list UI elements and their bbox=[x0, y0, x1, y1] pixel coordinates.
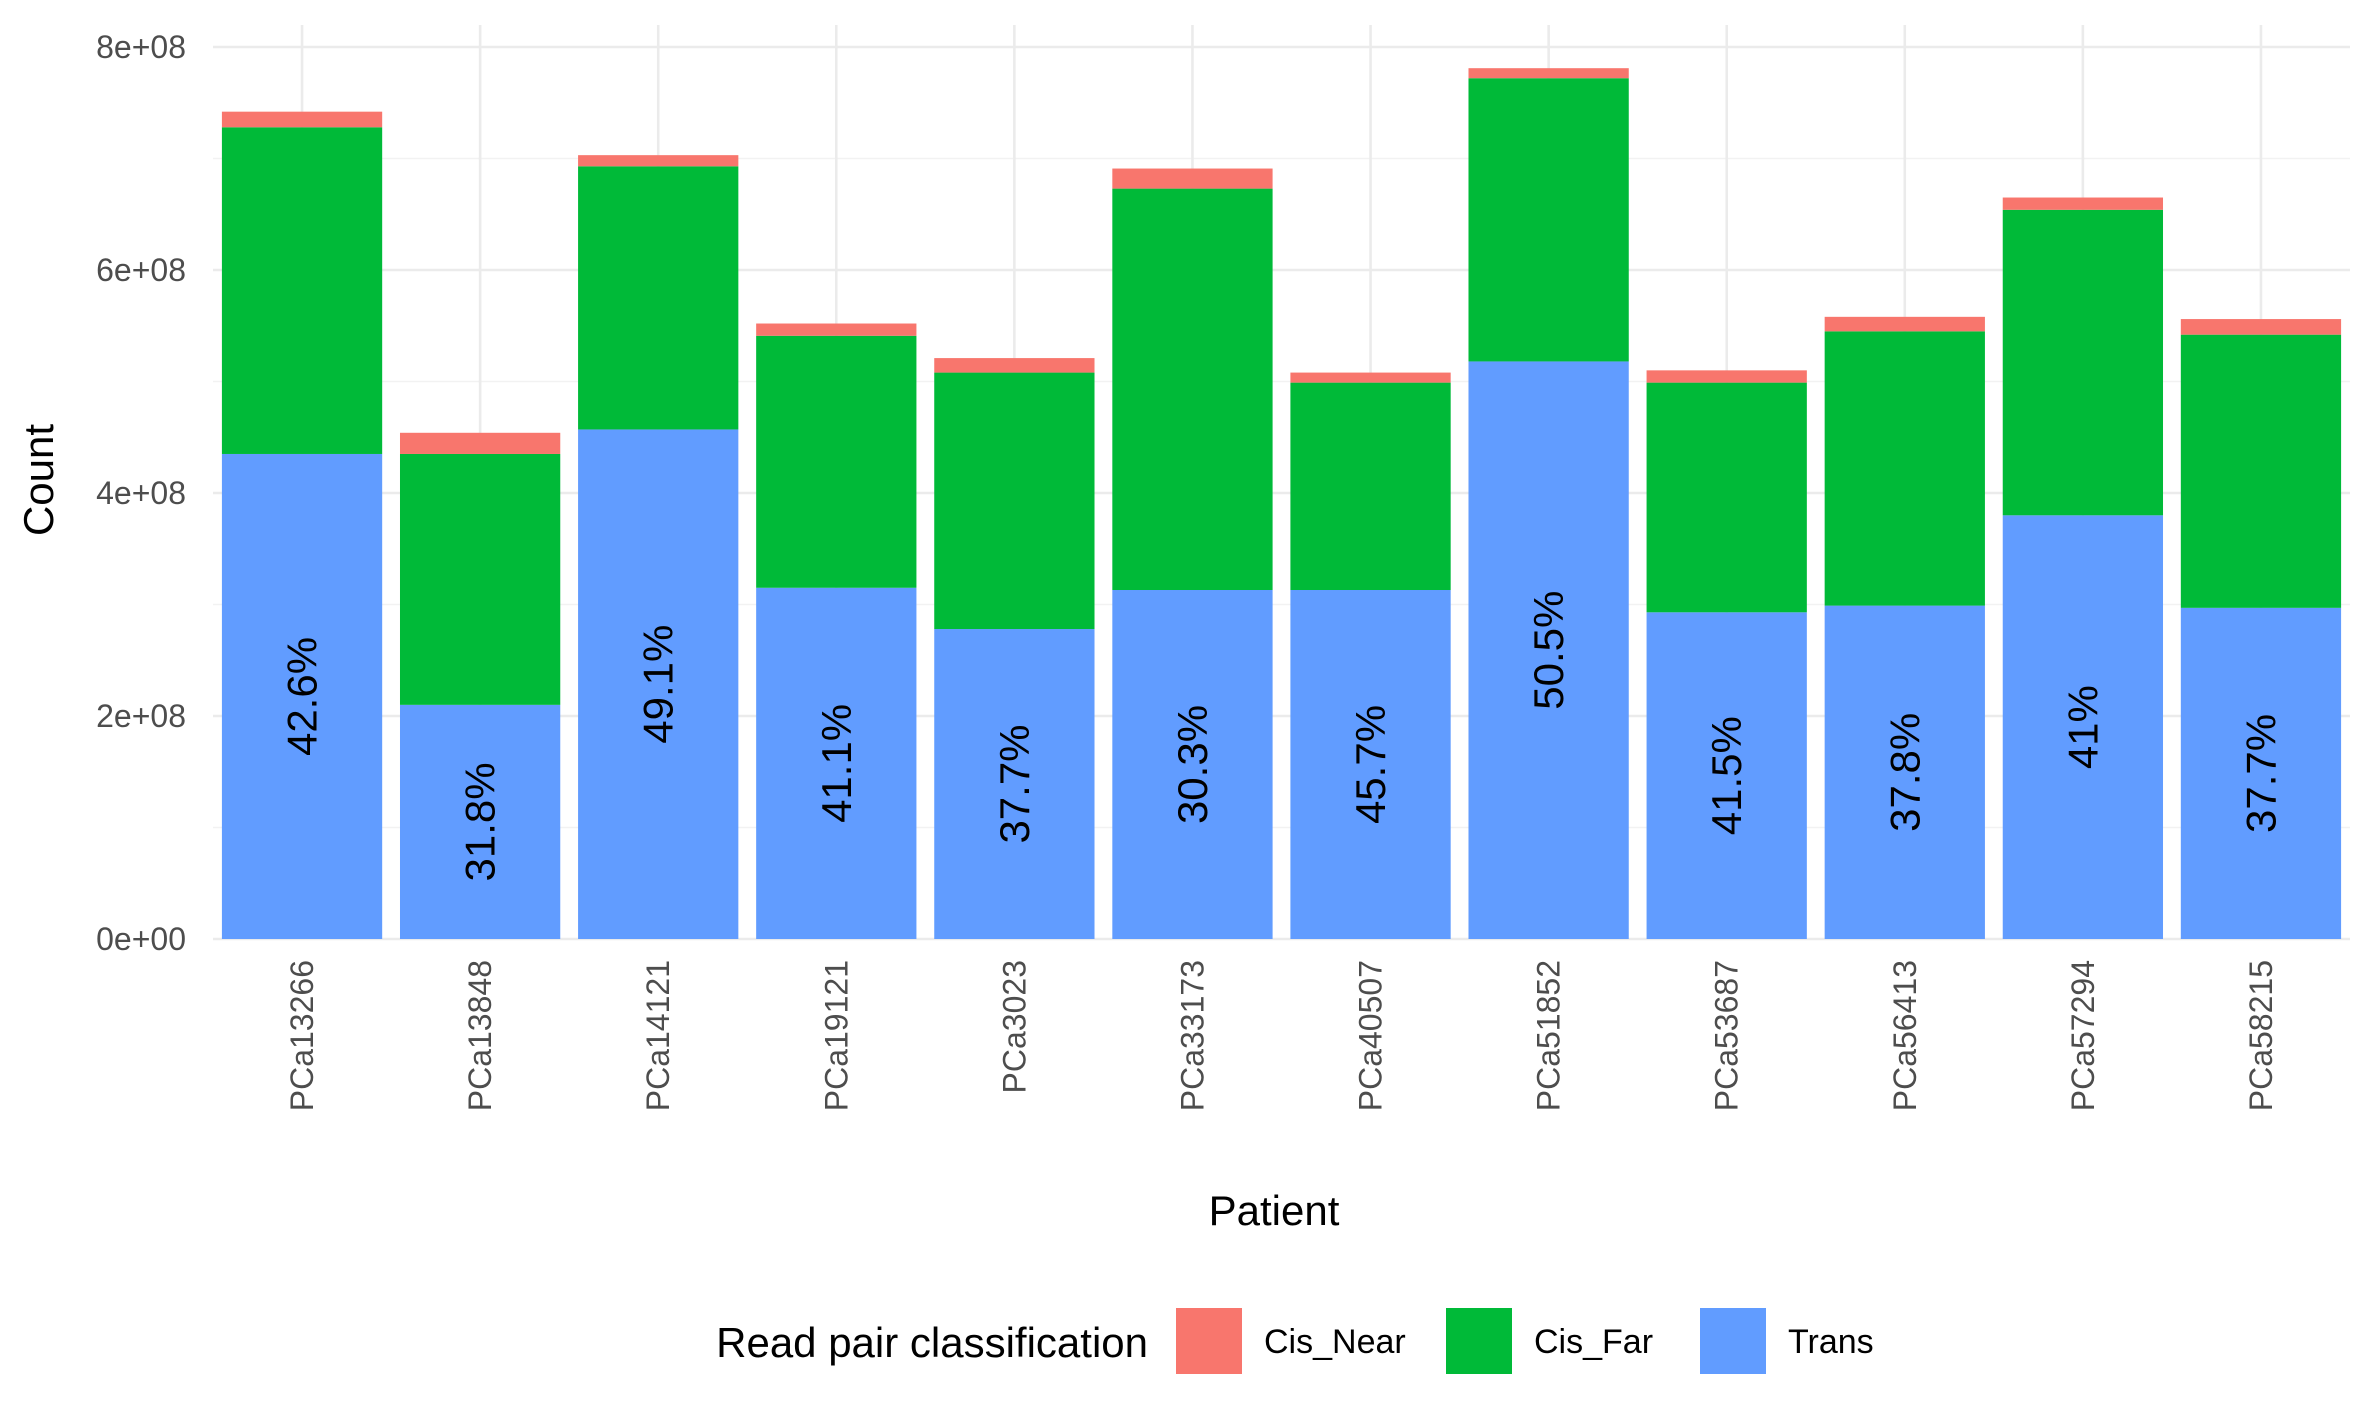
x-tick-label: PCa53687 bbox=[1709, 960, 1745, 1111]
y-tick-label: 0e+00 bbox=[96, 921, 186, 957]
bar-cis-far-pca19121 bbox=[756, 335, 917, 588]
x-axis-tick-labels: PCa13266 PCa13848 PCa14121 PCa19121 PCa3023 P… bbox=[284, 960, 2279, 1111]
x-tick-label: PCa51852 bbox=[1531, 960, 1567, 1111]
bar-percentage-label: 45.7% bbox=[1347, 705, 1394, 824]
bar-cis-far-pca13848 bbox=[399, 453, 561, 705]
bar-cis-far-pca57294 bbox=[2002, 209, 2164, 516]
bar-cis-near-pca13848 bbox=[399, 432, 561, 454]
bar-trans-pca33173 bbox=[1112, 590, 1273, 939]
x-tick-label: PCa56413 bbox=[1887, 960, 1923, 1111]
legend-key-cis-near bbox=[1176, 1308, 1242, 1374]
x-tick-label: PCa19121 bbox=[818, 960, 854, 1111]
bar-trans-pca56413 bbox=[1824, 605, 1985, 939]
bar-cis-far-pca33173 bbox=[1112, 188, 1273, 591]
bar-trans-pca51852 bbox=[1468, 361, 1629, 939]
x-axis-title: Patient bbox=[1209, 1187, 1340, 1234]
y-tick-label: 4e+08 bbox=[96, 475, 186, 511]
x-tick-label: PCa14121 bbox=[640, 960, 676, 1111]
bar-cis-near-pca51852 bbox=[1468, 68, 1629, 79]
bar-cis-far-pca58215 bbox=[2180, 334, 2342, 608]
legend-key-cis-far bbox=[1446, 1308, 1512, 1374]
bar-cis-far-pca40507 bbox=[1290, 382, 1451, 591]
bar-cis-near-pca56413 bbox=[1824, 316, 1985, 332]
x-tick-label: PCa13266 bbox=[284, 960, 320, 1111]
x-tick-label: PCa40507 bbox=[1353, 960, 1389, 1111]
bar-cis-far-pca53687 bbox=[1646, 382, 1807, 613]
x-tick-label: PCa13848 bbox=[462, 960, 498, 1111]
legend-key-trans bbox=[1700, 1308, 1766, 1374]
bar-percentage-label: 41% bbox=[2059, 685, 2106, 769]
y-axis-title: Count bbox=[15, 424, 62, 536]
bar-percentage-label: 37.7% bbox=[991, 724, 1038, 843]
bar-percentage-label: 49.1% bbox=[635, 625, 682, 744]
bar-percentage-label: 50.5% bbox=[1525, 591, 1572, 710]
bar-cis-far-pca56413 bbox=[1824, 331, 1985, 606]
y-tick-label: 6e+08 bbox=[96, 252, 186, 288]
bar-cis-far-pca51852 bbox=[1468, 78, 1629, 362]
bar-percentage-label: 41.5% bbox=[1703, 716, 1750, 835]
bar-cis-far-pca3023 bbox=[934, 372, 1095, 630]
y-axis-tick-labels: 0e+00 2e+08 4e+08 6e+08 8e+08 bbox=[96, 29, 186, 957]
x-tick-label: PCa3023 bbox=[996, 960, 1032, 1093]
bar-cis-far-pca13266 bbox=[221, 127, 383, 454]
bar-percentage-label: 42.6% bbox=[279, 637, 326, 756]
legend: Read pair classification Cis_Near Cis_Far… bbox=[716, 1308, 1874, 1374]
legend-label: Cis_Far bbox=[1534, 1323, 1653, 1361]
bar-cis-near-pca14121 bbox=[578, 155, 739, 167]
bar-trans-pca19121 bbox=[756, 587, 917, 939]
x-tick-label: PCa57294 bbox=[2065, 960, 2101, 1111]
bar-trans-pca13848 bbox=[399, 704, 561, 939]
bar-trans-pca3023 bbox=[934, 629, 1095, 939]
bar-trans-pca53687 bbox=[1646, 612, 1807, 939]
bar-trans-pca14121 bbox=[578, 429, 739, 939]
bar-cis-near-pca53687 bbox=[1646, 370, 1807, 383]
bars bbox=[221, 68, 2342, 939]
bar-cis-near-pca33173 bbox=[1112, 168, 1273, 189]
bar-percentage-label: 37.8% bbox=[1881, 713, 1928, 832]
bar-percentage-label: 31.8% bbox=[457, 762, 504, 881]
bar-percentage-label: 30.3% bbox=[1169, 705, 1216, 824]
bar-percentage-label: 41.1% bbox=[813, 704, 860, 823]
bar-cis-near-pca3023 bbox=[934, 358, 1095, 373]
x-tick-label: PCa58215 bbox=[2243, 960, 2279, 1111]
bar-cis-near-pca57294 bbox=[2002, 197, 2164, 210]
legend-title: Read pair classification bbox=[716, 1319, 1148, 1366]
bar-labels: 42.6% 31.8% 49.1% 41.1% 37.7% 30.3% 45.7% 50.5%… bbox=[279, 591, 2285, 882]
bar-percentage-label: 37.7% bbox=[2237, 714, 2284, 833]
bar-trans-pca13266 bbox=[221, 453, 383, 939]
legend-label: Cis_Near bbox=[1264, 1323, 1406, 1361]
y-tick-label: 2e+08 bbox=[96, 698, 186, 734]
bar-trans-pca57294 bbox=[2002, 515, 2164, 939]
bar-cis-near-pca13266 bbox=[221, 111, 383, 128]
bar-trans-pca58215 bbox=[2180, 607, 2342, 939]
bar-cis-near-pca58215 bbox=[2180, 319, 2342, 335]
bar-cis-far-pca14121 bbox=[578, 166, 739, 430]
legend-label: Trans bbox=[1788, 1323, 1874, 1361]
bar-trans-pca40507 bbox=[1290, 590, 1451, 939]
bar-cis-near-pca40507 bbox=[1290, 372, 1451, 383]
x-tick-label: PCa33173 bbox=[1174, 960, 1210, 1111]
bar-cis-near-pca19121 bbox=[756, 323, 917, 336]
y-tick-label: 8e+08 bbox=[96, 29, 186, 65]
